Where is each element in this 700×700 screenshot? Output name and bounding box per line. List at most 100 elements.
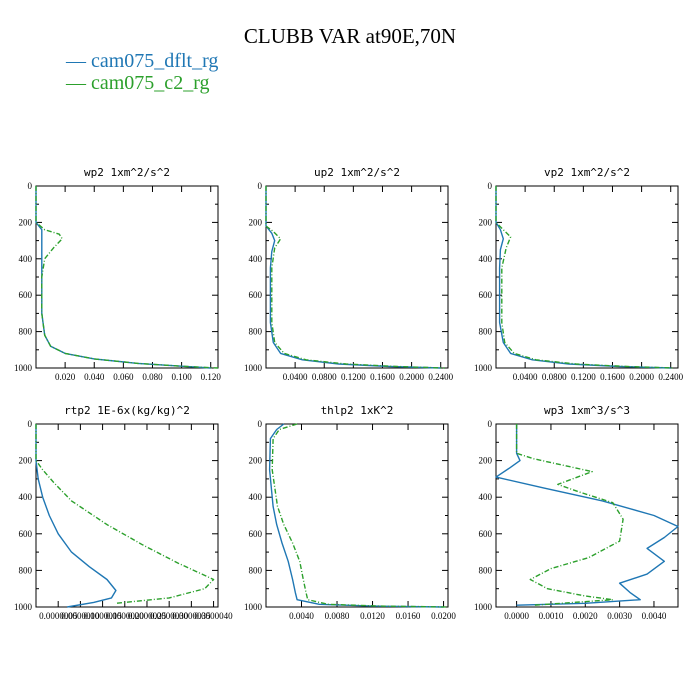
panel-title: rtp2 1E-6x(kg/kg)^2 — [64, 404, 190, 417]
y-tick-label: 1000 — [474, 363, 493, 373]
y-tick-label: 600 — [479, 290, 493, 300]
legend-item-dflt: — cam075_dflt_rg — [66, 50, 219, 72]
legend-item-c2: — cam075_c2_rg — [66, 72, 210, 94]
x-tick-label: 0.1600 — [600, 372, 625, 382]
x-tick-label: 0.0200 — [431, 611, 456, 621]
x-tick-label: 0.0000015 — [83, 611, 122, 621]
series-line-cam075_c2_rg — [515, 424, 624, 606]
x-tick-label: 0.040 — [84, 372, 105, 382]
x-tick-label: 0.0010 — [539, 611, 564, 621]
panel-3: vp2 1xm^2/s^2 0 200 400 600 800 1000 0.0400 0.08… — [474, 166, 684, 382]
panel-6: wp3 1xm^3/s^3 0 200 400 600 800 1000 0.0000 0.00… — [474, 404, 679, 621]
series-line-cam075_dflt_rg — [268, 423, 444, 608]
y-tick-label: 200 — [249, 217, 263, 227]
x-tick-label: 0.0800 — [312, 372, 337, 382]
y-tick-label: 200 — [19, 456, 33, 466]
x-tick-label: 0.2400 — [428, 372, 453, 382]
series-line-cam075_c2_rg — [35, 424, 215, 604]
x-tick-label: 0.1200 — [571, 372, 596, 382]
plot-frame — [35, 423, 219, 608]
panel-5: thlp2 1xK^2 0 200 400 600 800 1000 0.0040 0.0080… — [244, 404, 456, 621]
x-tick-label: 0.0000010 — [61, 611, 100, 621]
x-tick-label: 0.2400 — [658, 372, 683, 382]
series-line-cam075_c2_rg — [35, 186, 219, 369]
y-tick-label: 600 — [19, 529, 33, 539]
series-line-cam075_dflt_rg — [35, 186, 211, 369]
y-tick-label: 200 — [479, 456, 493, 466]
y-tick-label: 600 — [249, 290, 263, 300]
y-tick-label: 400 — [479, 254, 493, 264]
x-tick-label: 0.0120 — [360, 611, 385, 621]
plot-frame — [495, 185, 679, 369]
x-tick-label: 0.020 — [55, 372, 76, 382]
y-tick-label: 0 — [28, 181, 33, 191]
x-tick-label: 0.120 — [201, 372, 222, 382]
panel-2: up2 1xm^2/s^2 0 200 400 600 800 1000 0.0400 0.08… — [244, 166, 454, 382]
panel-title: wp2 1xm^2/s^2 — [84, 166, 170, 179]
legend-label-dflt: cam075_dflt_rg — [91, 50, 219, 72]
x-tick-label: 0.0000025 — [128, 611, 167, 621]
y-tick-label: 1000 — [244, 602, 263, 612]
y-tick-label: 600 — [479, 529, 493, 539]
y-tick-label: 1000 — [474, 602, 493, 612]
y-tick-label: 400 — [249, 254, 263, 264]
y-tick-label: 400 — [19, 492, 33, 502]
y-tick-label: 600 — [19, 290, 33, 300]
series-line-cam075_dflt_rg — [35, 424, 117, 608]
y-tick-label: 1000 — [244, 363, 263, 373]
y-tick-label: 800 — [479, 327, 493, 337]
x-tick-label: 0.0000020 — [106, 611, 145, 621]
y-tick-label: 600 — [249, 529, 263, 539]
x-tick-label: 0.2000 — [629, 372, 654, 382]
y-tick-label: 200 — [479, 217, 493, 227]
x-tick-label: 0.0000035 — [172, 611, 211, 621]
y-tick-label: 800 — [479, 565, 493, 575]
x-tick-label: 0.1200 — [341, 372, 366, 382]
panel-title: thlp2 1xK^2 — [321, 404, 394, 417]
x-tick-label: 0.0800 — [542, 372, 567, 382]
x-tick-label: 0.1600 — [370, 372, 395, 382]
legend: — cam075_dflt_rg — cam075_c2_rg — [66, 50, 218, 94]
y-tick-label: 0 — [488, 419, 493, 429]
x-tick-label: 0.0040 — [642, 611, 667, 621]
y-tick-label: 800 — [249, 327, 263, 337]
y-tick-label: 800 — [249, 565, 263, 575]
panel-4: rtp2 1E-6x(kg/kg)^2 0 200 400 600 800 1000 0.00… — [14, 404, 233, 621]
y-tick-label: 800 — [19, 565, 33, 575]
series-line-cam075_dflt_rg — [495, 424, 679, 606]
x-tick-label: 0.0000040 — [194, 611, 233, 621]
x-tick-label: 0.2000 — [399, 372, 424, 382]
panel-1: wp2 1xm^2/s^2 0 200 400 600 800 1000 0.020 0.040… — [14, 166, 221, 382]
y-tick-label: 0 — [28, 419, 33, 429]
x-tick-label: 0.0000 — [504, 611, 529, 621]
x-tick-label: 0.080 — [142, 372, 163, 382]
panel-title: wp3 1xm^3/s^3 — [544, 404, 630, 417]
plot-frame — [265, 185, 449, 369]
y-tick-label: 800 — [19, 327, 33, 337]
series-line-cam075_c2_rg — [271, 423, 449, 608]
x-tick-label: 0.060 — [113, 372, 134, 382]
y-tick-label: 0 — [258, 181, 263, 191]
x-tick-label: 0.0080 — [325, 611, 350, 621]
plot-frame — [35, 185, 219, 369]
x-tick-label: 0.0000030 — [150, 611, 189, 621]
panel-title: up2 1xm^2/s^2 — [314, 166, 400, 179]
legend-label-c2: cam075_c2_rg — [91, 72, 210, 94]
y-tick-label: 0 — [488, 181, 493, 191]
x-tick-label: 0.100 — [171, 372, 192, 382]
series-line-cam075_c2_rg — [495, 186, 675, 369]
plot-frame — [495, 423, 679, 608]
y-tick-label: 200 — [249, 456, 263, 466]
y-tick-label: 200 — [19, 217, 33, 227]
y-tick-label: 0 — [258, 419, 263, 429]
x-tick-label: 0.0040 — [289, 611, 314, 621]
x-tick-label: 0.0030 — [607, 611, 632, 621]
series-line-cam075_dflt_rg — [495, 186, 671, 369]
y-tick-label: 1000 — [14, 363, 33, 373]
y-tick-label: 400 — [479, 492, 493, 502]
panel-title: vp2 1xm^2/s^2 — [544, 166, 630, 179]
y-tick-label: 400 — [19, 254, 33, 264]
x-tick-label: 0.0000005 — [39, 611, 78, 621]
x-tick-label: 0.0400 — [513, 372, 538, 382]
